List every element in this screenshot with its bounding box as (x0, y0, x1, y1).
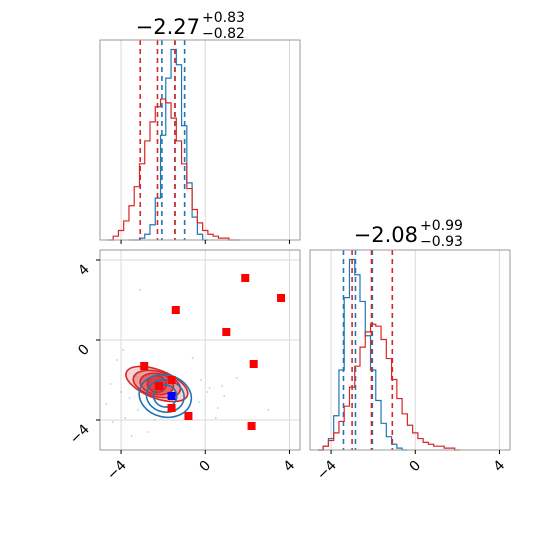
corner-2d-panel: −4 0 4 −4 0 4 (67, 249, 301, 483)
hist-param-2-series-1-step (317, 323, 460, 451)
corner-2d-marker-red (222, 328, 231, 336)
corner-2d-scatter-point (216, 407, 219, 409)
corner-2d-scatter-point (267, 409, 270, 411)
corner-2d-marker-red (241, 274, 250, 282)
hist-param-1-title-sub: −0.82 (202, 26, 245, 42)
corner-2d-marker-red (167, 404, 176, 412)
corner-2d-scatter-point (153, 419, 156, 421)
hist-param-2-xtick-label: 0 (406, 458, 424, 476)
corner-2d-scatter-point (111, 421, 114, 423)
corner-2d-scatter-point (191, 357, 194, 359)
hist-param-2-frame (309, 249, 511, 451)
corner-2d-scatter-point (221, 385, 224, 387)
hist-param-1-frame (99, 39, 301, 241)
corner-2d-scatter-point (235, 377, 238, 379)
corner-2d-scatter-point (130, 435, 133, 437)
corner-2d-ytick-label: −4 (67, 421, 93, 447)
corner-2d-scatter-point (136, 409, 139, 411)
corner-2d-scatter-point (198, 401, 200, 403)
corner-2d-marker-red (277, 294, 286, 302)
corner-2d-scatter-point (115, 359, 118, 361)
corner-2d-xtick-label: 0 (196, 458, 214, 476)
hist-param-1-title-sup: +0.83 (202, 10, 245, 26)
corner-2d-scatter-point (120, 391, 122, 393)
hist-param-2-panel: −4 0 4 (309, 249, 511, 483)
corner-2d-ytick-label: 4 (75, 261, 93, 279)
corner-2d-marker-red (247, 422, 256, 430)
hist-param-1-title-main: −2.27 (136, 15, 200, 39)
corner-2d-scatter-point (206, 391, 209, 393)
corner-2d-xtick-label: −4 (104, 457, 130, 483)
hist-param-1-panel (99, 39, 301, 244)
hist-param-1-series-0-step (128, 48, 208, 241)
corner-2d-marker-red (249, 360, 258, 368)
corner-2d-scatter-point (214, 417, 217, 419)
corner-2d-scatter-point (200, 379, 202, 381)
hist-param-2-xtick-label: 4 (491, 457, 509, 475)
corner-2d-scatter-point (124, 417, 127, 419)
corner-2d-marker-red (154, 382, 163, 390)
corner-2d-contour-1-level-2 (152, 384, 178, 408)
corner-2d-scatter-point (208, 387, 211, 389)
corner-2d-scatter-point (109, 383, 112, 385)
corner-2d-marker-red (167, 376, 176, 384)
hist-param-2-title: −2.08 +0.99 −0.93 (354, 218, 463, 250)
corner-2d-marker-blue (167, 392, 176, 400)
corner-2d-scatter-point (147, 431, 150, 433)
hist-param-2-title-sub: −0.93 (420, 234, 463, 250)
corner-2d-marker-red (171, 306, 180, 314)
corner-2d-marker-red (184, 412, 193, 420)
corner-2d-ytick-label: 0 (75, 342, 93, 360)
hist-param-2-xtick-label: −4 (314, 457, 340, 483)
corner-2d-scatter-point (122, 349, 125, 351)
hist-param-1-title: −2.27 +0.83 −0.82 (136, 10, 245, 42)
corner-2d-contour-1-level-0 (138, 373, 193, 419)
corner-2d-scatter-point (139, 289, 141, 291)
hist-param-2-title-main: −2.08 (354, 223, 418, 247)
corner-2d-scatter-point (223, 395, 226, 397)
corner-2d-xtick-label: 4 (281, 457, 299, 475)
corner-2d-marker-red (140, 362, 149, 370)
corner-2d-scatter-point (128, 397, 131, 399)
hist-param-1-series-1-step (107, 98, 240, 241)
corner-2d-scatter-point (105, 403, 108, 405)
hist-param-2-title-sup: +0.99 (420, 218, 463, 234)
corner-2d-frame (99, 249, 301, 451)
